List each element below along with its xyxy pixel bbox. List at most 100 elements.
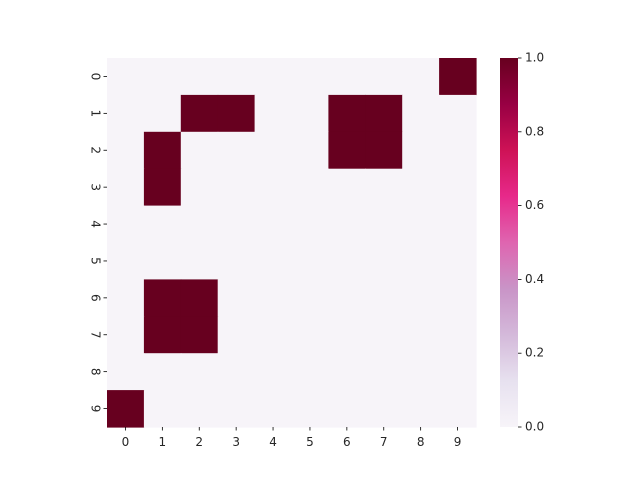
heatmap-cell-r6-c0 — [107, 279, 145, 317]
colorbar-tick-label: 0.2 — [525, 346, 544, 360]
heatmap-cell-r2-c9 — [439, 131, 477, 170]
x-tick-label: 2 — [195, 435, 203, 449]
heatmap-cell-r1-c7 — [365, 94, 403, 133]
heatmap-cell-r0-c9 — [439, 58, 477, 96]
heatmap-cell-r1-c6 — [328, 94, 366, 133]
heatmap-cell-r7-c3 — [217, 316, 256, 354]
heatmap-cell-r5-c0 — [107, 242, 145, 280]
heatmap-cell-r8-c8 — [402, 353, 440, 391]
heatmap-cell-r2-c3 — [217, 131, 256, 170]
heatmap-cell-r6-c3 — [217, 279, 256, 317]
y-tick-label: 1 — [89, 110, 103, 118]
heatmap-cell-r2-c7 — [365, 131, 403, 170]
heatmap-cell-r6-c2 — [180, 279, 219, 317]
y-axis: 0 1 2 3 4 5 6 7 8 9 — [89, 73, 107, 412]
heatmap-cell-r4-c1 — [143, 205, 182, 244]
x-axis: 0 1 2 3 4 5 6 7 8 9 — [122, 427, 462, 449]
heatmap-cell-r3-c1 — [143, 168, 182, 207]
heatmap-cell-r4-c8 — [402, 205, 440, 244]
heatmap-cell-r8-c5 — [291, 353, 329, 391]
heatmap-cell-r9-c7 — [365, 390, 403, 428]
heatmap-cell-r5-c5 — [291, 242, 329, 280]
heatmap-cells — [107, 58, 477, 428]
heatmap-cell-r8-c6 — [328, 353, 366, 391]
heatmap-cell-r8-c1 — [143, 353, 182, 391]
heatmap-cell-r4-c6 — [328, 205, 366, 244]
heatmap-cell-r8-c3 — [217, 353, 256, 391]
heatmap-cell-r0-c3 — [217, 58, 256, 96]
heatmap-cell-r8-c0 — [107, 353, 145, 391]
heatmap-cell-r7-c4 — [254, 316, 293, 354]
heatmap-cell-r5-c4 — [254, 242, 293, 280]
heatmap-cell-r1-c8 — [402, 94, 440, 133]
heatmap-cell-r6-c6 — [328, 279, 366, 317]
heatmap-cell-r3-c5 — [291, 168, 329, 207]
heatmap-cell-r5-c6 — [328, 242, 366, 280]
y-tick-label: 3 — [89, 183, 103, 191]
colorbar-tick-label: 0.0 — [525, 420, 544, 434]
y-tick-label: 2 — [89, 146, 103, 154]
heatmap-cell-r0-c2 — [180, 58, 219, 96]
heatmap-cell-r0-c0 — [107, 58, 145, 96]
heatmap-cell-r9-c2 — [180, 390, 219, 428]
x-tick-label: 8 — [417, 435, 425, 449]
heatmap-cell-r7-c7 — [365, 316, 403, 354]
y-tick-label: 7 — [89, 331, 103, 339]
x-tick-label: 5 — [306, 435, 314, 449]
heatmap-cell-r5-c9 — [439, 242, 477, 280]
heatmap-cell-r8-c7 — [365, 353, 403, 391]
heatmap-cell-r0-c5 — [291, 58, 329, 96]
colorbar-tick-label: 0.8 — [525, 124, 544, 138]
heatmap-cell-r8-c9 — [439, 353, 477, 391]
x-tick-label: 0 — [122, 435, 130, 449]
heatmap-cell-r6-c4 — [254, 279, 293, 317]
heatmap-cell-r5-c3 — [217, 242, 256, 280]
heatmap-cell-r7-c2 — [180, 316, 219, 354]
y-tick-label: 6 — [89, 294, 103, 302]
heatmap-cell-r3-c8 — [402, 168, 440, 207]
heatmap-cell-r9-c3 — [217, 390, 256, 428]
x-tick-label: 7 — [380, 435, 388, 449]
heatmap-cell-r3-c4 — [254, 168, 293, 207]
heatmap-cell-r7-c1 — [143, 316, 182, 354]
x-tick-label: 6 — [343, 435, 351, 449]
heatmap-cell-r9-c0 — [107, 390, 145, 428]
y-tick-label: 4 — [89, 220, 103, 228]
heatmap-cell-r5-c1 — [143, 242, 182, 280]
heatmap-cell-r2-c2 — [180, 131, 219, 170]
heatmap-cell-r1-c1 — [143, 94, 182, 133]
colorbar-tick-label: 1.0 — [525, 51, 544, 65]
heatmap-cell-r9-c6 — [328, 390, 366, 428]
heatmap-cell-r4-c5 — [291, 205, 329, 244]
heatmap-cell-r4-c9 — [439, 205, 477, 244]
x-tick-label: 4 — [269, 435, 277, 449]
heatmap-cell-r3-c7 — [365, 168, 403, 207]
y-tick-label: 0 — [89, 73, 103, 81]
heatmap-cell-r9-c4 — [254, 390, 293, 428]
x-tick-label: 3 — [232, 435, 240, 449]
heatmap-cell-r0-c8 — [402, 58, 440, 96]
heatmap-cell-r3-c3 — [217, 168, 256, 207]
heatmap-cell-r6-c1 — [143, 279, 182, 317]
heatmap-cell-r9-c5 — [291, 390, 329, 428]
heatmap-cell-r1-c9 — [439, 94, 477, 133]
heatmap-cell-r1-c3 — [217, 94, 256, 133]
heatmap-cell-r4-c0 — [107, 205, 145, 244]
colorbar-tick-label: 0.6 — [525, 198, 544, 212]
heatmap-cell-r0-c4 — [254, 58, 293, 96]
heatmap-cell-r7-c6 — [328, 316, 366, 354]
heatmap-cell-r0-c6 — [328, 58, 366, 96]
heatmap-cell-r5-c8 — [402, 242, 440, 280]
heatmap-cell-r7-c8 — [402, 316, 440, 354]
heatmap-cell-r2-c1 — [143, 131, 182, 170]
heatmap-cell-r1-c4 — [254, 94, 293, 133]
heatmap-cell-r7-c0 — [107, 316, 145, 354]
colorbar-tick-label: 0.4 — [525, 272, 544, 286]
heatmap-cell-r3-c0 — [107, 168, 145, 207]
heatmap-cell-r2-c5 — [291, 131, 329, 170]
heatmap-cell-r7-c9 — [439, 316, 477, 354]
heatmap-cell-r3-c9 — [439, 168, 477, 207]
x-tick-label: 9 — [454, 435, 462, 449]
heatmap-cell-r7-c5 — [291, 316, 329, 354]
heatmap-cell-r4-c7 — [365, 205, 403, 244]
